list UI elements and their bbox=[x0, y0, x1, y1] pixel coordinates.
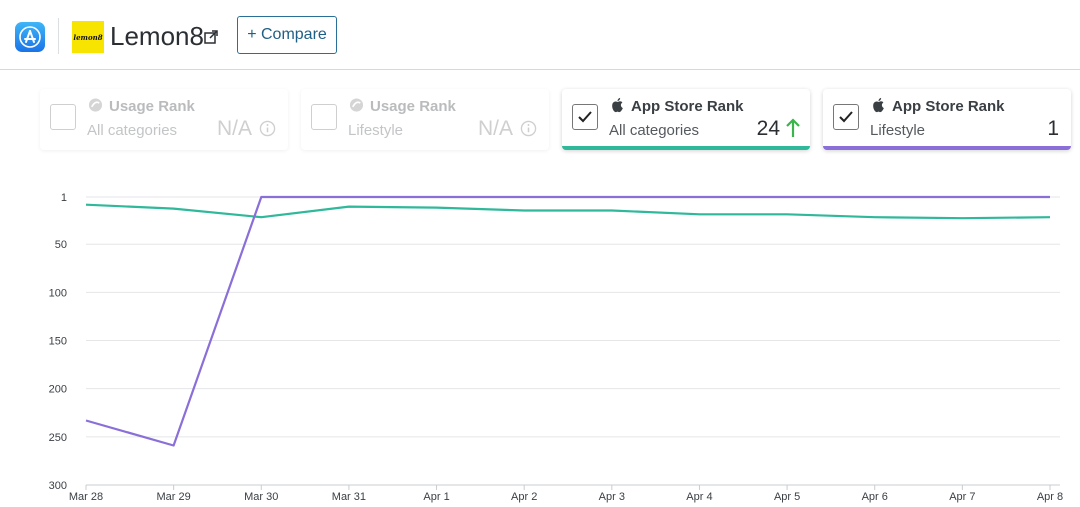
x-tick-label: Mar 30 bbox=[244, 491, 278, 503]
external-link-icon[interactable] bbox=[204, 30, 218, 44]
y-tick-label: 300 bbox=[49, 480, 67, 492]
y-tick-label: 150 bbox=[49, 336, 67, 348]
usage-icon bbox=[349, 98, 364, 112]
card-checkbox[interactable] bbox=[833, 104, 859, 130]
x-tick-label: Apr 1 bbox=[423, 491, 449, 503]
x-tick-label: Mar 28 bbox=[69, 491, 103, 503]
app-store-icon[interactable] bbox=[15, 22, 45, 52]
metric-card-usage-all[interactable]: Usage Rank All categories N/A bbox=[40, 89, 288, 150]
x-tick-label: Apr 7 bbox=[949, 491, 975, 503]
card-title: Usage Rank bbox=[370, 98, 456, 115]
x-tick-label: Apr 5 bbox=[774, 491, 800, 503]
info-icon[interactable] bbox=[259, 120, 276, 137]
series-line-1 bbox=[85, 195, 1050, 447]
x-tick-label: Apr 8 bbox=[1037, 491, 1063, 503]
card-title: Usage Rank bbox=[109, 98, 195, 115]
y-tick-label: 250 bbox=[49, 432, 67, 444]
apple-icon bbox=[873, 97, 884, 113]
header-divider bbox=[58, 18, 59, 54]
arrow-up-icon bbox=[786, 118, 800, 137]
card-checkbox[interactable] bbox=[311, 104, 337, 130]
y-tick-label: 50 bbox=[55, 239, 67, 251]
y-tick-label: 200 bbox=[49, 384, 67, 396]
metric-card-appstore-all[interactable]: App Store Rank All categories 24 bbox=[562, 89, 810, 150]
info-icon[interactable] bbox=[520, 120, 537, 137]
app-name: Lemon8 bbox=[110, 21, 204, 51]
card-title: App Store Rank bbox=[631, 98, 744, 115]
card-subtitle: All categories bbox=[609, 122, 700, 139]
y-tick-label: 1 bbox=[61, 192, 67, 204]
card-value: N/A bbox=[216, 117, 252, 140]
card-value: N/A bbox=[477, 117, 513, 140]
app-logo: lemon8 bbox=[72, 21, 104, 53]
app-logo-text: lemon8 bbox=[73, 32, 103, 42]
x-tick-label: Mar 29 bbox=[157, 491, 191, 503]
compare-button[interactable]: + Compare bbox=[237, 16, 337, 54]
card-subtitle: All categories bbox=[87, 122, 178, 139]
app-header: lemon8 Lemon8 + Compare bbox=[0, 0, 1080, 70]
card-checkbox[interactable] bbox=[50, 104, 76, 130]
x-tick-label: Apr 2 bbox=[511, 491, 537, 503]
card-value: 1 bbox=[1047, 117, 1059, 140]
metric-card-usage-lifestyle[interactable]: Usage Rank Lifestyle N/A bbox=[301, 89, 549, 150]
card-subtitle: Lifestyle bbox=[870, 122, 926, 139]
series-line-0 bbox=[85, 203, 1051, 220]
card-checkbox[interactable] bbox=[572, 104, 598, 130]
apple-icon bbox=[612, 97, 623, 113]
x-tick-label: Apr 3 bbox=[599, 491, 625, 503]
card-subtitle: Lifestyle bbox=[348, 122, 404, 139]
x-tick-label: Apr 4 bbox=[686, 491, 712, 503]
x-tick-label: Mar 31 bbox=[332, 491, 366, 503]
card-title: App Store Rank bbox=[892, 98, 1005, 115]
usage-icon bbox=[88, 98, 103, 112]
y-tick-label: 100 bbox=[49, 287, 67, 299]
metric-card-appstore-lifestyle[interactable]: App Store Rank Lifestyle 1 bbox=[823, 89, 1071, 150]
x-tick-label: Apr 6 bbox=[862, 491, 888, 503]
card-value: 24 bbox=[756, 117, 780, 140]
